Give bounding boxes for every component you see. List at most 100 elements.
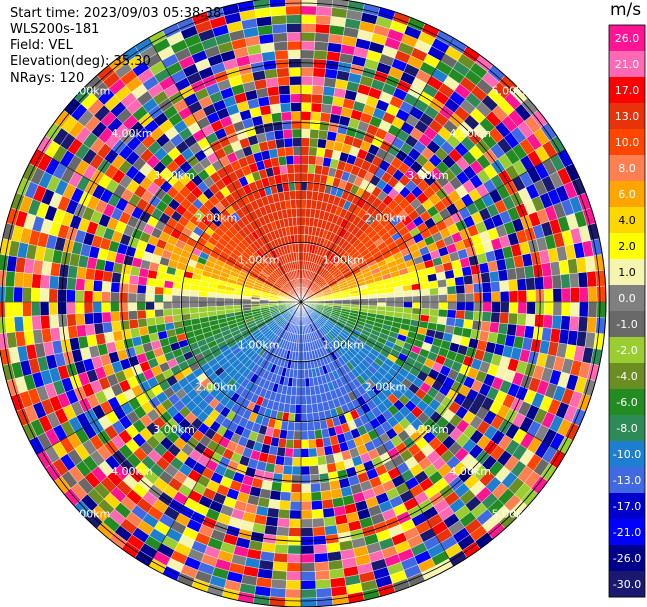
velocity-gate — [300, 23, 316, 33]
velocity-gate — [323, 77, 337, 88]
velocity-gate — [464, 310, 475, 321]
velocity-gate — [452, 326, 464, 337]
colorbar-tick-label: 2.0 — [618, 240, 636, 253]
velocity-gate — [543, 288, 554, 303]
velocity-gate — [281, 473, 293, 484]
velocity-gate — [286, 164, 295, 174]
velocity-gate — [138, 267, 150, 278]
velocity-gate — [403, 296, 413, 303]
colorbar-swatch — [609, 285, 645, 312]
velocity-gate — [315, 587, 333, 598]
range-ring-label: 4.00km — [449, 465, 491, 478]
velocity-gate — [127, 283, 138, 294]
velocity-gate — [586, 270, 597, 288]
velocity-gate — [110, 311, 121, 323]
velocity-gate — [473, 292, 484, 303]
velocity-gate — [172, 281, 183, 290]
velocity-gate — [269, 587, 287, 598]
field-label: Field: VEL — [10, 38, 73, 53]
velocity-gate — [93, 269, 105, 282]
velocity-gate — [314, 32, 330, 43]
velocity-gate — [300, 369, 306, 379]
velocity-gate — [128, 319, 139, 330]
velocity-gate — [307, 164, 316, 174]
colorbar-swatch — [609, 51, 645, 78]
velocity-gate — [331, 0, 349, 10]
velocity-gate — [22, 301, 32, 317]
velocity-gate — [296, 216, 302, 226]
velocity-gate — [300, 465, 311, 476]
velocity-gate — [525, 277, 536, 291]
velocity-gate — [282, 465, 293, 476]
velocity-gate — [67, 325, 79, 339]
velocity-gate — [577, 316, 589, 333]
velocity-gate — [569, 315, 580, 332]
velocity-gate — [171, 301, 181, 309]
velocity-gate — [269, 490, 282, 501]
velocity-gate — [289, 93, 302, 103]
velocity-gate — [268, 445, 279, 456]
velocity-gate — [291, 119, 302, 130]
velocity-gate — [31, 301, 41, 317]
velocity-gate — [294, 172, 302, 182]
range-ring-label: 3.00km — [407, 169, 449, 182]
velocity-gate — [119, 282, 130, 294]
velocity-gate — [435, 323, 447, 333]
velocity-gate — [22, 272, 33, 289]
velocity-gate — [429, 287, 439, 296]
azimuth-spoke — [148, 301, 302, 567]
range-ring-label: 5.00km — [69, 85, 111, 98]
velocity-gate — [242, 298, 252, 303]
velocity-gate — [516, 313, 527, 326]
velocity-gate — [579, 301, 589, 318]
velocity-gate — [306, 190, 313, 200]
velocity-gate — [280, 420, 289, 431]
azimuth-spoke — [36, 301, 302, 455]
velocity-gate — [319, 481, 331, 492]
velocity-gate — [447, 301, 457, 311]
velocity-gate — [137, 318, 148, 328]
velocity-gate — [5, 316, 16, 334]
velocity-gate — [154, 301, 164, 310]
velocity-gate — [285, 155, 294, 165]
velocity-gate — [300, 378, 306, 388]
velocity-gate — [318, 129, 329, 140]
velocity-gate — [368, 305, 378, 311]
velocity-gate — [13, 301, 23, 318]
velocity-gate — [74, 290, 85, 303]
velocity-gate — [289, 501, 302, 511]
velocity-gate — [304, 216, 311, 227]
velocity-gate — [292, 137, 302, 147]
velocity-gate — [266, 85, 280, 97]
velocity-gate — [300, 111, 312, 121]
velocity-gate — [300, 32, 316, 42]
velocity-gate — [295, 404, 302, 414]
velocity-gate — [308, 155, 317, 165]
velocity-gate — [271, 23, 288, 34]
velocity-gate — [300, 580, 317, 590]
velocity-gate — [110, 291, 120, 303]
velocity-gate — [31, 315, 42, 331]
velocity-gate — [279, 93, 291, 104]
velocity-gate — [278, 85, 291, 96]
velocity-gate — [320, 490, 333, 501]
velocity-gate — [277, 155, 287, 166]
velocity-gate — [289, 84, 302, 95]
velocity-gate — [268, 94, 281, 106]
velocity-gate — [300, 562, 316, 572]
velocity-gate — [412, 295, 422, 303]
velocity-gate — [287, 544, 302, 555]
velocity-gate — [314, 164, 323, 175]
velocity-gate — [429, 301, 440, 310]
velocity-gate — [5, 270, 16, 288]
range-ring-label: 4.00km — [449, 127, 491, 140]
velocity-gate — [92, 280, 103, 292]
velocity-gate — [311, 508, 324, 519]
range-ring-label: 4.00km — [111, 465, 153, 478]
colorbar-swatch — [609, 571, 645, 598]
velocity-gate — [76, 266, 87, 280]
velocity-gate — [171, 308, 182, 316]
velocity-gate — [287, 49, 302, 60]
velocity-gate — [48, 301, 59, 316]
velocity-gate — [290, 395, 297, 405]
